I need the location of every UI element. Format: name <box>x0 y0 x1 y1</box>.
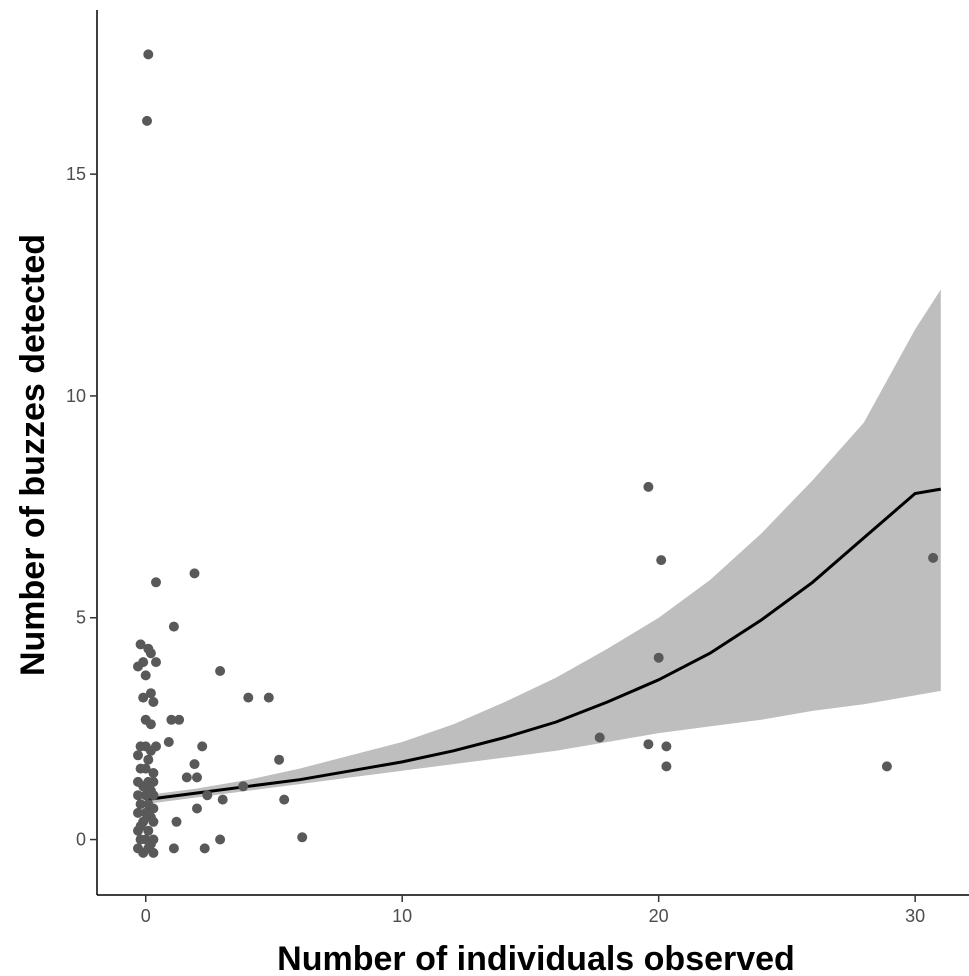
y-tick-label: 5 <box>76 608 86 628</box>
data-point <box>594 732 605 743</box>
data-point <box>189 759 200 770</box>
data-point <box>151 657 161 668</box>
data-point <box>199 843 210 854</box>
y-tick-label: 15 <box>66 164 86 184</box>
data-point <box>142 115 152 126</box>
data-point <box>215 666 226 676</box>
data-point <box>133 661 143 672</box>
data-point <box>148 847 159 858</box>
data-point <box>643 481 654 492</box>
data-point <box>135 821 146 832</box>
data-point <box>928 552 939 563</box>
fit-line-layer <box>145 487 942 802</box>
x-axis-title: Number of individuals observed <box>277 940 795 976</box>
x-tick-label: 10 <box>392 906 412 926</box>
data-point <box>168 621 179 632</box>
data-point <box>133 790 143 801</box>
data-point <box>148 697 159 707</box>
data-points-layer <box>133 49 939 858</box>
data-point <box>133 750 143 761</box>
x-tick-label: 20 <box>649 906 669 926</box>
data-point <box>217 794 228 805</box>
fit-line <box>145 487 942 802</box>
data-point <box>215 834 226 845</box>
data-point <box>138 847 149 858</box>
x-tick-label: 30 <box>905 906 925 926</box>
data-point <box>656 555 667 566</box>
data-point <box>243 692 254 703</box>
data-point <box>140 763 151 774</box>
data-point <box>202 790 213 801</box>
data-point <box>148 768 159 778</box>
data-point <box>133 807 143 818</box>
data-point <box>148 803 159 814</box>
data-point <box>145 719 156 730</box>
data-point <box>279 794 290 805</box>
data-point <box>148 790 159 801</box>
data-point <box>643 739 654 750</box>
data-point <box>174 714 185 725</box>
data-point <box>238 781 249 792</box>
data-point <box>145 648 156 659</box>
data-point <box>138 692 149 703</box>
data-point <box>168 843 179 854</box>
data-point <box>189 568 200 579</box>
data-point <box>274 754 285 765</box>
data-point <box>163 737 174 747</box>
data-point <box>171 816 182 827</box>
data-point <box>181 772 192 783</box>
data-point <box>192 772 202 783</box>
data-point <box>145 688 156 699</box>
data-point <box>166 714 177 725</box>
data-point <box>192 803 202 814</box>
data-point <box>151 577 161 588</box>
data-point <box>661 741 672 752</box>
data-point <box>135 639 146 650</box>
data-point <box>661 761 672 772</box>
data-point <box>140 670 151 681</box>
data-point <box>143 825 154 836</box>
data-point <box>138 781 149 792</box>
data-point <box>653 652 664 663</box>
data-point <box>148 776 159 787</box>
data-point <box>135 799 146 810</box>
confidence-band-layer <box>145 289 941 805</box>
confidence-band <box>145 289 941 805</box>
data-point <box>881 761 892 772</box>
y-tick-label: 0 <box>76 830 86 850</box>
data-point <box>297 832 308 843</box>
x-tick-label: 0 <box>141 906 151 926</box>
data-point <box>197 741 208 752</box>
data-point <box>143 754 154 765</box>
x-axis-ticks: 0 10 20 30 <box>141 895 925 926</box>
y-axis-ticks: 0 5 10 15 <box>66 164 97 850</box>
data-point <box>145 839 156 849</box>
data-point <box>263 692 274 703</box>
y-axis-title: Number of buzzes detected <box>14 234 52 676</box>
data-point <box>148 816 159 827</box>
data-point <box>140 790 151 801</box>
data-point <box>151 741 161 752</box>
y-tick-label: 10 <box>66 386 86 406</box>
data-point <box>143 49 154 60</box>
